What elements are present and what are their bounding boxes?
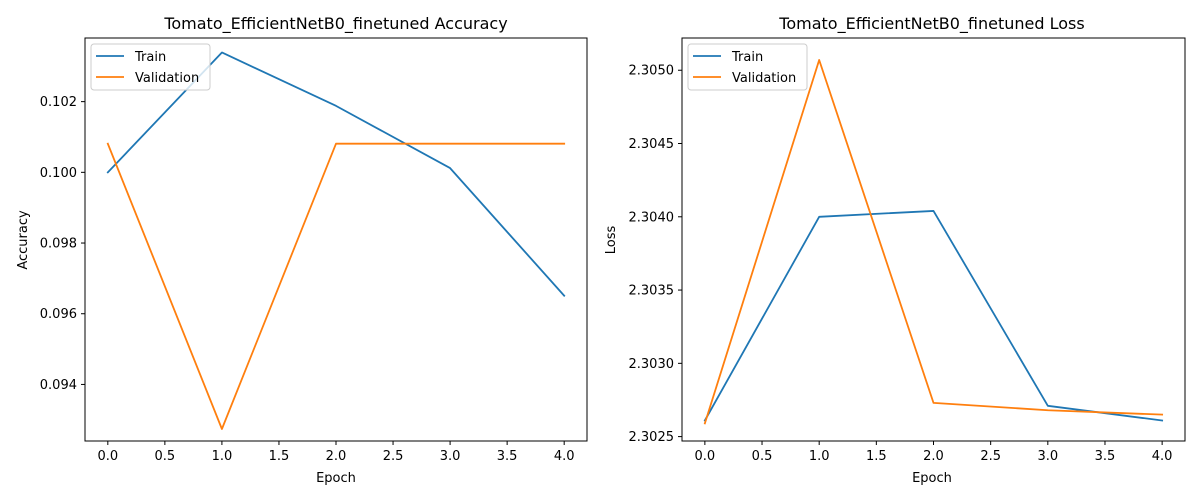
loss-chart: Tomato_EfficientNetB0_finetuned Loss Epo… bbox=[604, 14, 1186, 486]
accuracy-y-tick-label: 0.094 bbox=[40, 378, 77, 393]
loss-x-tick-label: 1.0 bbox=[809, 449, 830, 464]
accuracy-x-tick-label: 0.0 bbox=[97, 449, 118, 464]
loss-chart-title: Tomato_EfficientNetB0_finetuned Loss bbox=[778, 14, 1084, 34]
loss-plot-frame bbox=[681, 37, 1186, 442]
accuracy-x-axis-label: Epoch bbox=[316, 471, 356, 486]
accuracy-legend: Train Validation bbox=[90, 43, 211, 91]
loss-x-tick-label: 3.0 bbox=[1037, 449, 1058, 464]
loss-x-tick-label: 2.0 bbox=[923, 449, 944, 464]
accuracy-x-tick-label: 2.0 bbox=[326, 449, 347, 464]
accuracy-x-tick-label: 1.5 bbox=[269, 449, 290, 464]
loss-legend: Train Validation bbox=[687, 43, 808, 91]
accuracy-chart-title: Tomato_EfficientNetB0_finetuned Accuracy bbox=[163, 14, 507, 34]
accuracy-train-line bbox=[106, 51, 566, 297]
loss-x-tick-label: 2.5 bbox=[980, 449, 1001, 464]
accuracy-legend-validation-label: Validation bbox=[135, 71, 199, 86]
accuracy-y-axis-label: Accuracy bbox=[16, 210, 31, 270]
accuracy-y-tick-label: 0.096 bbox=[40, 307, 77, 322]
loss-y-ticks: 2.3025 2.3030 2.3035 2.3040 2.3045 2.3050 bbox=[629, 64, 682, 445]
loss-legend-validation-label: Validation bbox=[732, 71, 796, 86]
loss-y-tick-label: 2.3050 bbox=[629, 64, 675, 79]
accuracy-validation-line bbox=[106, 142, 566, 430]
loss-x-tick-label: 0.5 bbox=[752, 449, 773, 464]
loss-series-lines bbox=[703, 59, 1164, 425]
accuracy-y-tick-label: 0.098 bbox=[40, 237, 77, 252]
accuracy-x-tick-label: 2.5 bbox=[383, 449, 404, 464]
accuracy-x-tick-label: 3.5 bbox=[497, 449, 518, 464]
accuracy-x-tick-label: 0.5 bbox=[155, 449, 176, 464]
loss-y-tick-label: 2.3045 bbox=[629, 137, 675, 152]
loss-y-tick-label: 2.3025 bbox=[629, 430, 675, 445]
loss-validation-line bbox=[703, 59, 1164, 425]
loss-x-tick-label: 1.5 bbox=[866, 449, 887, 464]
loss-x-tick-label: 4.0 bbox=[1152, 449, 1173, 464]
accuracy-chart: Tomato_EfficientNetB0_finetuned Accuracy… bbox=[16, 14, 588, 486]
loss-legend-train-label: Train bbox=[731, 50, 763, 65]
accuracy-y-ticks: 0.094 0.096 0.098 0.100 0.102 bbox=[40, 95, 85, 393]
accuracy-y-tick-label: 0.100 bbox=[40, 166, 77, 181]
loss-y-tick-label: 2.3040 bbox=[629, 210, 675, 225]
loss-x-axis-label: Epoch bbox=[912, 471, 952, 486]
loss-x-tick-label: 0.0 bbox=[695, 449, 716, 464]
accuracy-series-lines bbox=[106, 51, 566, 430]
accuracy-x-tick-label: 4.0 bbox=[554, 449, 575, 464]
accuracy-y-tick-label: 0.102 bbox=[40, 95, 77, 110]
accuracy-x-ticks: 0.0 0.5 1.0 1.5 2.0 2.5 3.0 3.5 4.0 bbox=[97, 441, 575, 464]
loss-x-tick-label: 3.5 bbox=[1095, 449, 1116, 464]
accuracy-legend-train-label: Train bbox=[134, 50, 166, 65]
loss-y-tick-label: 2.3030 bbox=[629, 357, 675, 372]
loss-x-ticks: 0.0 0.5 1.0 1.5 2.0 2.5 3.0 3.5 4.0 bbox=[695, 441, 1173, 464]
accuracy-x-tick-label: 3.0 bbox=[440, 449, 461, 464]
accuracy-plot-frame bbox=[84, 37, 588, 442]
loss-y-tick-label: 2.3035 bbox=[629, 284, 675, 299]
loss-y-axis-label: Loss bbox=[604, 226, 619, 255]
loss-train-line bbox=[703, 210, 1164, 422]
accuracy-x-tick-label: 1.0 bbox=[212, 449, 233, 464]
